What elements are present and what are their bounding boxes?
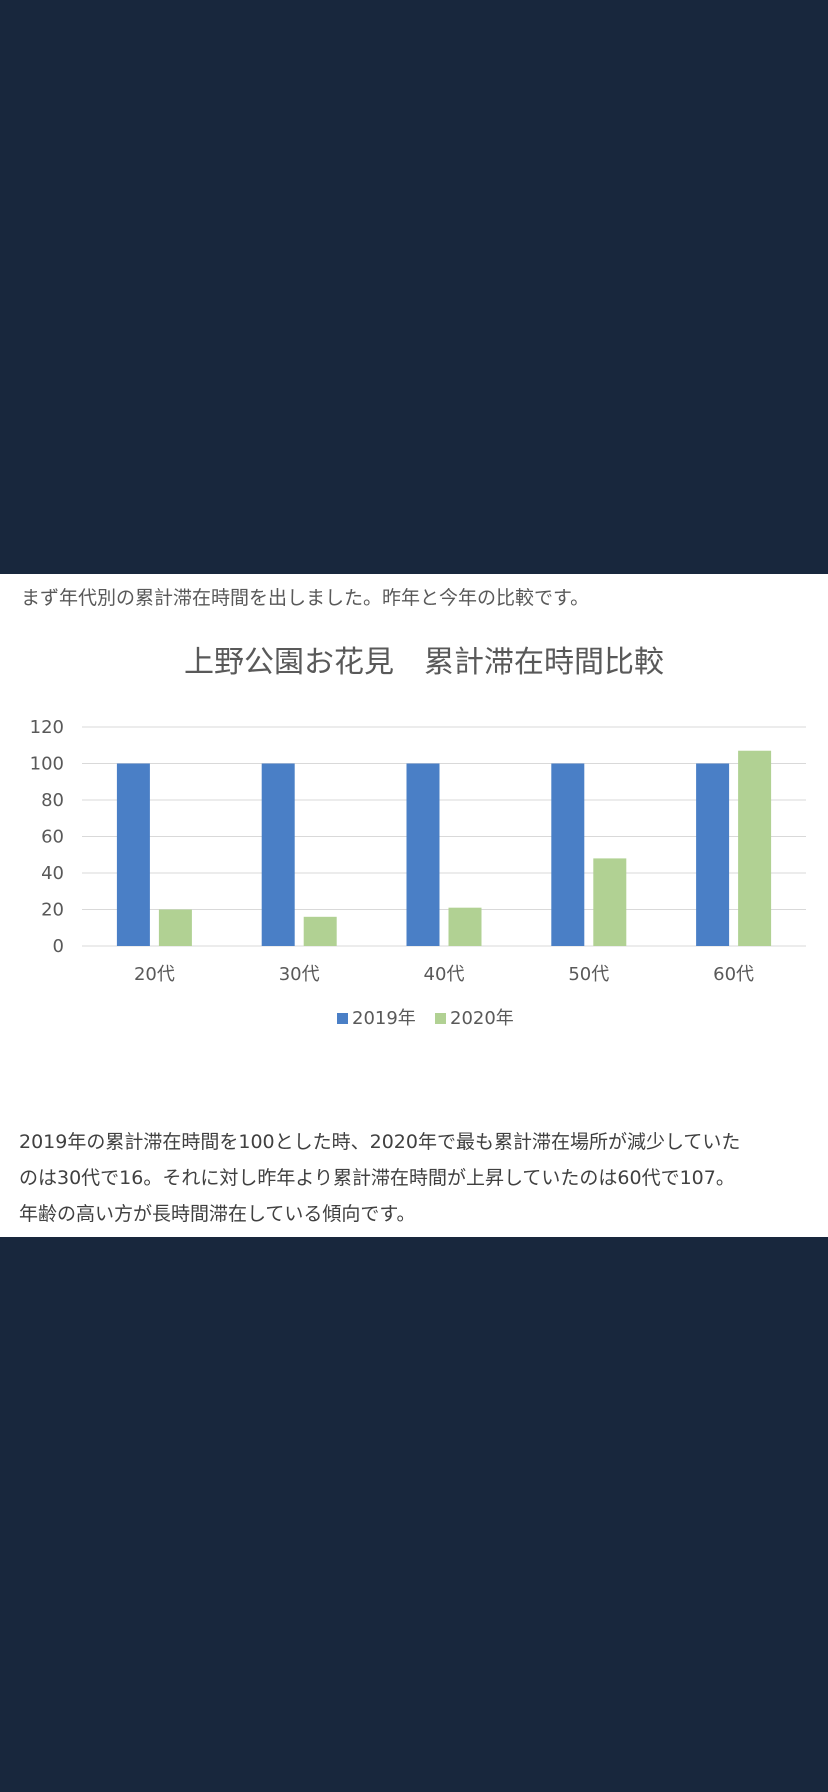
bar-2019年-50代 xyxy=(551,763,585,946)
chart-title: 上野公園お花見 累計滞在時間比較 xyxy=(184,645,664,680)
legend-label: 2019年 xyxy=(352,1008,416,1029)
intro-text: まず年代別の累計滞在時間を出しました。昨年と今年の比較です。 xyxy=(21,587,590,609)
x-tick-label: 50代 xyxy=(568,964,609,985)
legend-swatch xyxy=(435,1013,446,1024)
bar-2019年-40代 xyxy=(406,763,440,946)
bar-2019年-20代 xyxy=(116,763,150,946)
x-tick-label: 40代 xyxy=(424,964,465,985)
bar-2020年-30代 xyxy=(303,916,337,946)
legend: 2019年 2020年 xyxy=(337,1008,514,1029)
y-tick-label: 80 xyxy=(41,790,64,811)
legend-label: 2020年 xyxy=(450,1008,514,1029)
gridlines xyxy=(82,726,806,947)
summary-line: のは30代で16。それに対し昨年より累計滞在時間が上昇していたのは60代で107… xyxy=(19,1167,735,1189)
bar-chart: 上野公園お花見 累計滞在時間比較 0 20 40 60 80 100 120 20代 30代 4… xyxy=(30,645,806,1029)
bar-2020年-50代 xyxy=(593,858,627,946)
x-tick-label: 30代 xyxy=(279,964,320,985)
y-tick-label: 100 xyxy=(30,754,64,775)
legend-swatch xyxy=(337,1013,348,1024)
y-tick-label: 0 xyxy=(53,936,64,957)
x-axis-ticks: 20代 30代 40代 50代 60代 xyxy=(134,964,754,985)
y-axis-ticks: 0 20 40 60 80 100 120 xyxy=(30,717,64,957)
y-tick-label: 60 xyxy=(41,827,64,848)
summary-line: 2019年の累計滞在時間を100とした時、2020年で最も累計滞在場所が減少して… xyxy=(19,1131,741,1153)
bar-2020年-60代 xyxy=(738,750,772,946)
bar-2019年-30代 xyxy=(261,763,295,946)
summary-text: 2019年の累計滞在時間を100とした時、2020年で最も累計滞在場所が減少して… xyxy=(19,1124,819,1232)
y-tick-label: 120 xyxy=(30,717,64,738)
bar-2020年-40代 xyxy=(448,907,482,946)
y-tick-label: 20 xyxy=(41,900,64,921)
y-tick-label: 40 xyxy=(41,863,64,884)
x-tick-label: 60代 xyxy=(713,964,754,985)
x-tick-label: 20代 xyxy=(134,964,175,985)
bar-2020年-20代 xyxy=(158,909,192,946)
bar-2019年-60代 xyxy=(696,763,730,946)
bars xyxy=(116,750,772,946)
summary-line: 年齢の高い方が長時間滞在している傾向です。 xyxy=(19,1203,416,1225)
article-image: まず年代別の累計滞在時間を出しました。昨年と今年の比較です。 上野公園お花見 累… xyxy=(0,574,828,1237)
